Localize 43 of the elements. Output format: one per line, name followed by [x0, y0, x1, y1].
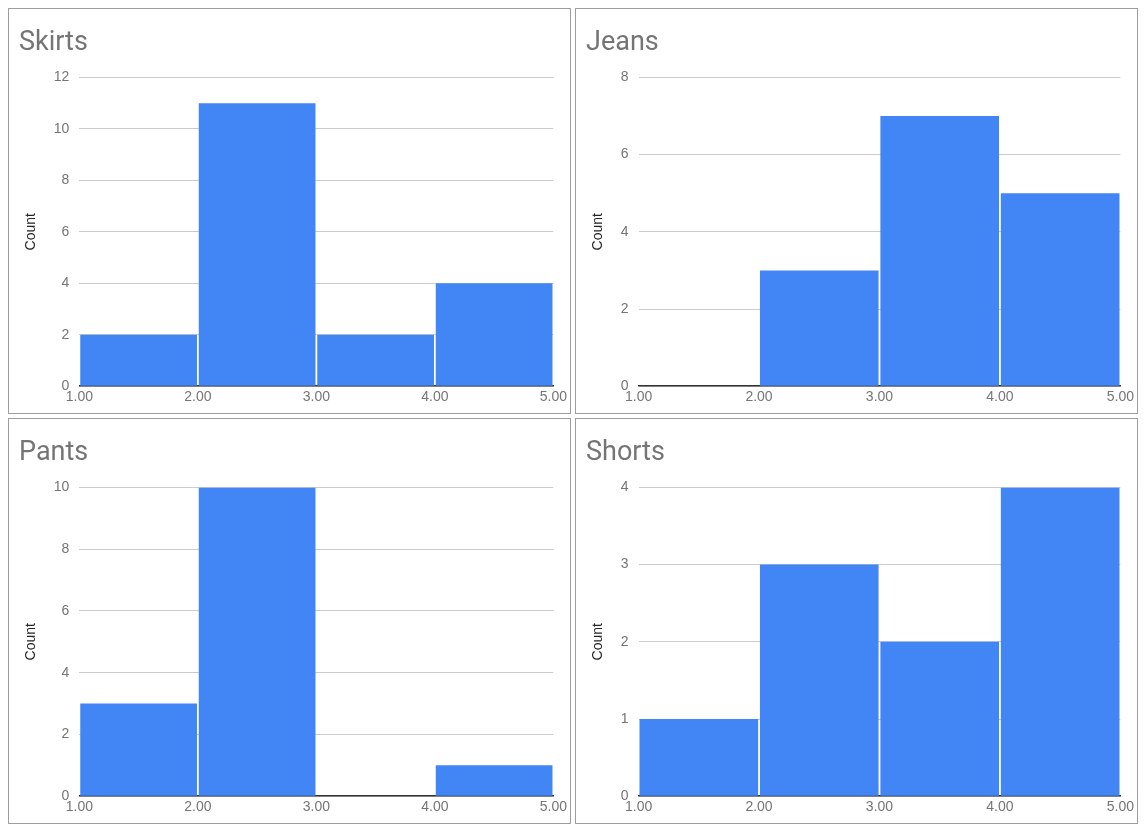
x-tick-label: 4.00 [421, 798, 449, 815]
x-tick-label: 2.00 [745, 388, 773, 405]
y-axis-title: Count [589, 623, 606, 661]
y-tick-label: 8 [620, 68, 629, 85]
y-tick-label: 6 [61, 222, 70, 239]
y-tick-label: 4 [620, 222, 629, 239]
y-axis-title: Count [589, 213, 606, 251]
x-tick-label: 4.00 [986, 388, 1014, 405]
x-tick-label: 4.00 [986, 798, 1014, 815]
y-tick-label: 4 [61, 663, 70, 680]
x-tick-label: 2.00 [184, 388, 212, 405]
x-tick-label: 5.00 [1106, 798, 1135, 815]
chart-title: Skirts [19, 24, 88, 57]
x-tick-label: 3.00 [302, 388, 331, 405]
y-axis-title: Count [22, 623, 39, 661]
y-tick-label: 1 [620, 709, 629, 726]
chart-title: Jeans [586, 24, 659, 57]
y-tick-label: 2 [61, 725, 70, 742]
x-tick-label: 4.00 [421, 388, 449, 405]
y-tick-label: 6 [61, 601, 70, 618]
y-tick-label: 4 [620, 478, 629, 495]
y-tick-label: 10 [53, 478, 70, 495]
x-tick-label: 2.00 [745, 798, 773, 815]
y-tick-label: 4 [61, 274, 70, 291]
y-tick-label: 10 [53, 119, 70, 136]
x-tick-label: 5.00 [1106, 388, 1135, 405]
chart-title: Shorts [586, 434, 665, 467]
chart-title: Pants [19, 434, 89, 467]
y-tick-label: 12 [53, 68, 70, 85]
y-tick-label: 2 [620, 299, 629, 316]
y-tick-label: 3 [620, 555, 629, 572]
x-tick-label: 3.00 [865, 798, 894, 815]
x-tick-label: 5.00 [539, 388, 568, 405]
y-tick-label: 8 [61, 171, 70, 188]
x-tick-label: 3.00 [865, 388, 894, 405]
y-tick-label: 6 [620, 145, 629, 162]
x-tick-label: 5.00 [539, 798, 568, 815]
x-tick-label: 3.00 [302, 798, 331, 815]
y-axis-title: Count [22, 213, 39, 251]
y-tick-label: 2 [620, 632, 629, 649]
y-tick-label: 2 [61, 325, 70, 342]
x-tick-label: 2.00 [184, 798, 212, 815]
y-tick-label: 8 [61, 540, 70, 557]
